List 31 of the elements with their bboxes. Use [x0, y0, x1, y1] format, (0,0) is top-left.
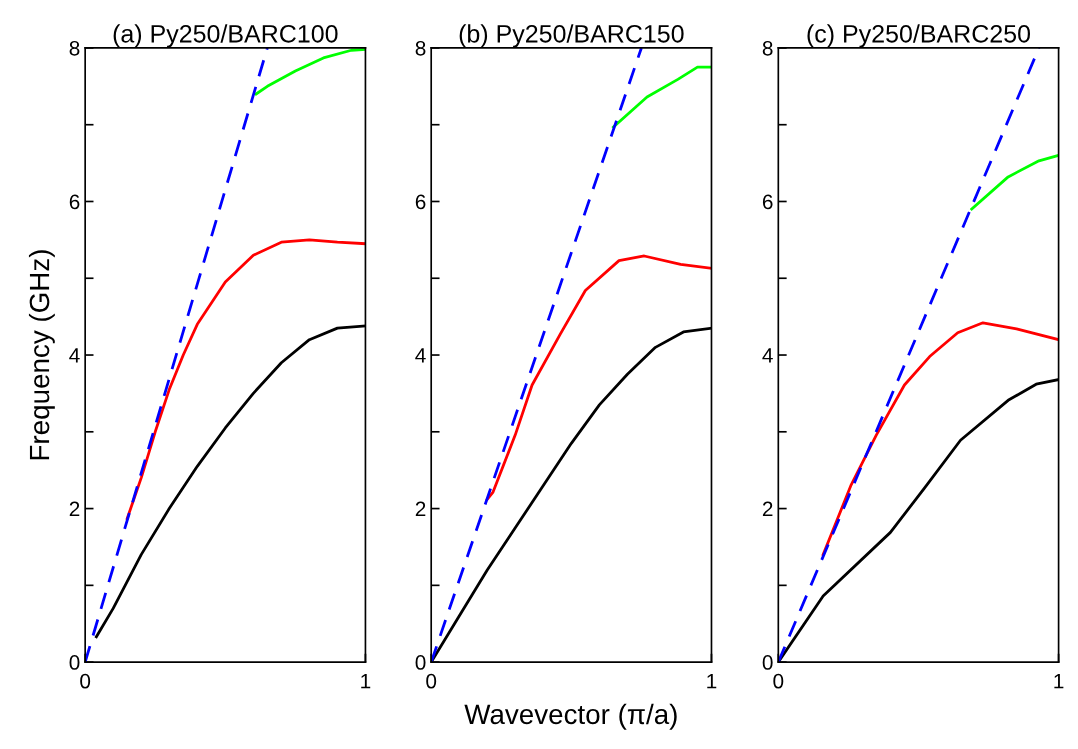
y-tick-label: 2: [69, 501, 80, 517]
x-axis-title: Wavevector (π/a): [464, 703, 677, 730]
line-series: [611, 65, 712, 129]
y-tick-label: 4: [415, 348, 426, 363]
y-tick-label: 4: [762, 348, 773, 363]
y-tick-label: 0: [69, 655, 80, 670]
y-tick-label: 8: [762, 40, 773, 56]
y-tick-label: 4: [69, 348, 80, 363]
y-tick-label: 2: [762, 501, 773, 517]
y-tick-label: 8: [415, 40, 426, 56]
x-tick-label: 0: [773, 673, 784, 689]
y-tick-label: 0: [415, 655, 426, 670]
y-tick-label: 6: [69, 194, 80, 210]
chart-title: (c) Py250/BARC250: [807, 24, 1031, 48]
x-tick-label: 1: [361, 673, 371, 689]
y-tick-label: 6: [415, 194, 426, 210]
y-axis-title: Frequency (GHz): [28, 250, 55, 460]
y-tick-label: 2: [415, 501, 426, 517]
y-tick-label: 6: [762, 194, 773, 210]
line-series: [485, 254, 712, 501]
x-tick-label: 1: [707, 673, 717, 689]
line-series: [970, 154, 1059, 211]
x-tick-label: 0: [80, 673, 91, 689]
x-tick-label: 1: [1054, 673, 1064, 689]
chart-title: (a) Py250/BARC100: [113, 24, 338, 48]
y-tick-label: 8: [69, 40, 80, 56]
x-tick-label: 0: [426, 673, 437, 689]
y-tick-label: 0: [762, 655, 773, 670]
line-series: [254, 48, 366, 96]
chart-title: (b) Py250/BARC150: [459, 24, 684, 48]
line-series: [125, 238, 366, 520]
